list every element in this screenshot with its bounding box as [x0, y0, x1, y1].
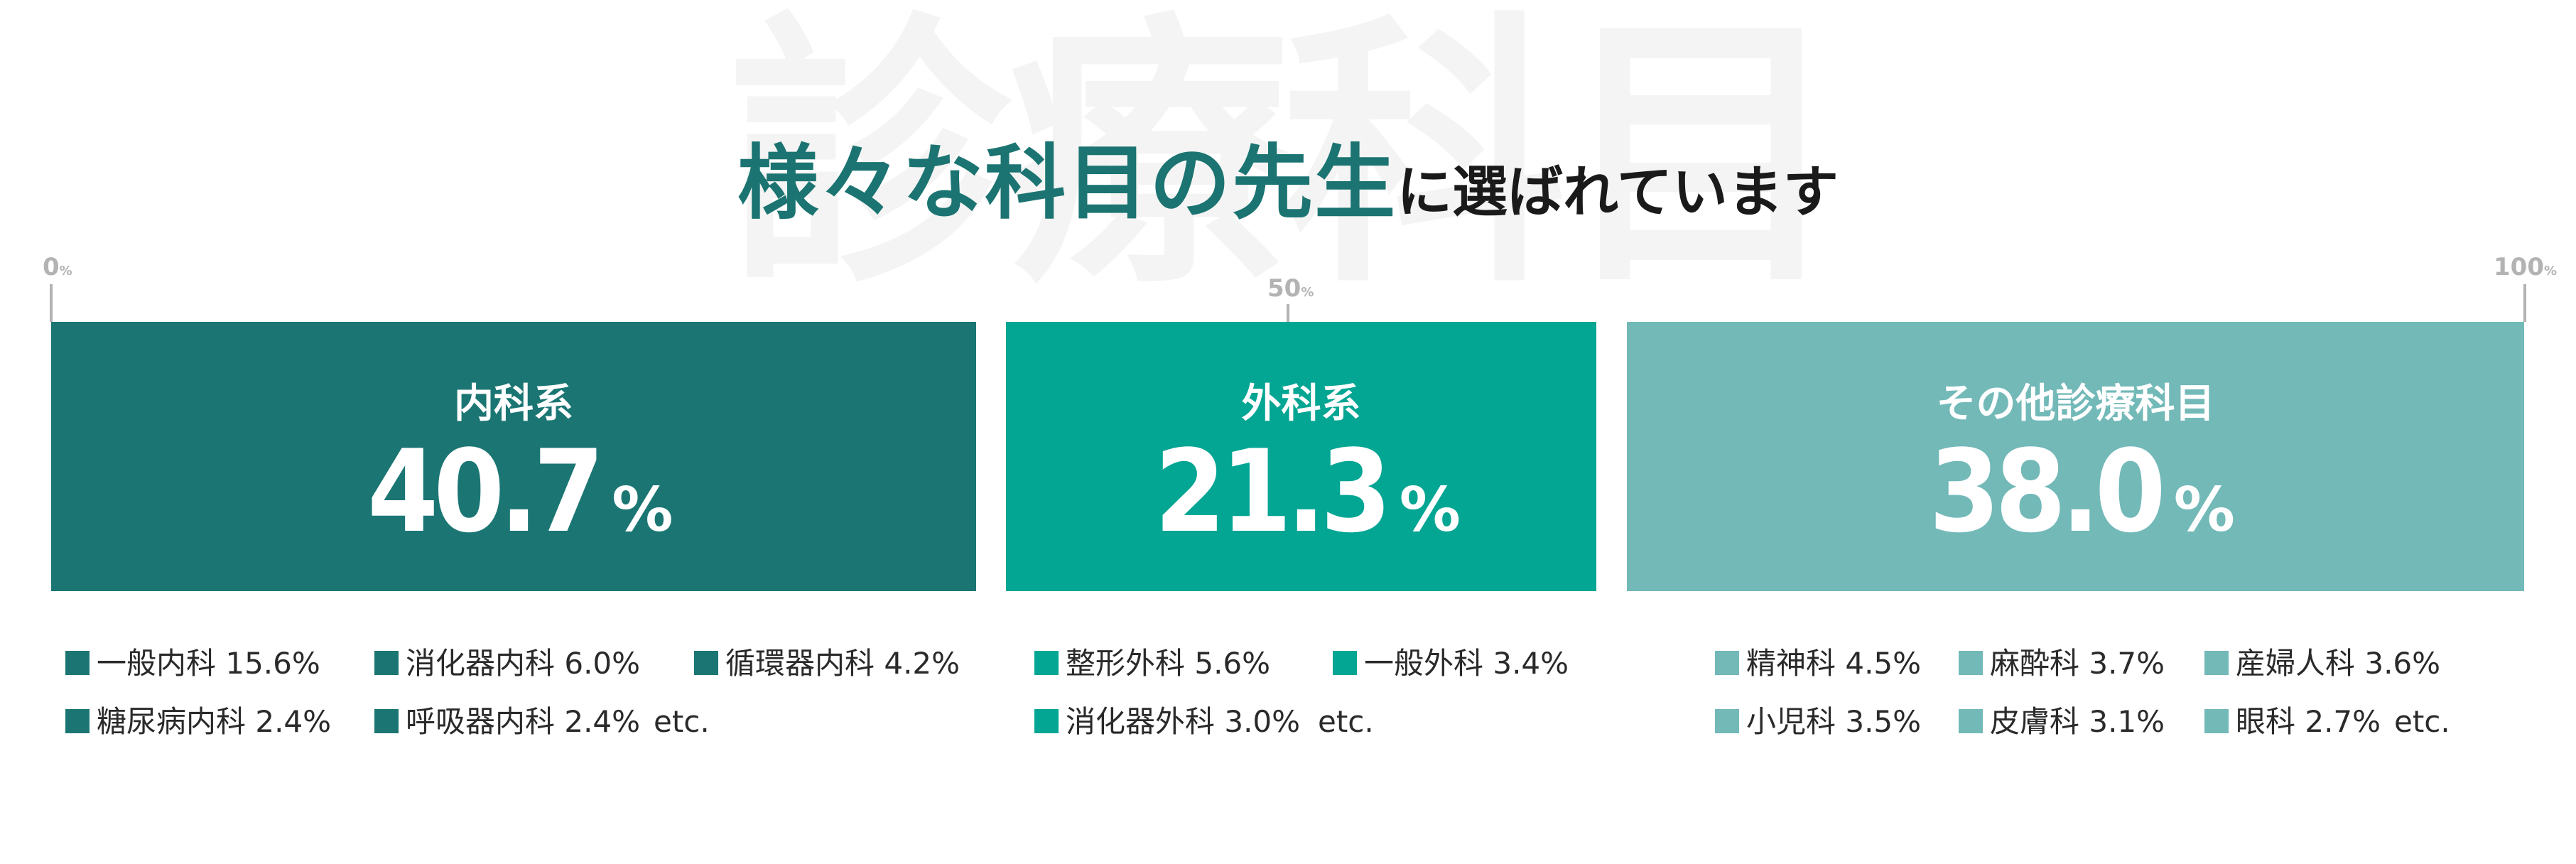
breakdown-etc: etc. — [2394, 704, 2450, 739]
legend-swatch — [1034, 651, 1059, 675]
bar-internal: 内科系 40.7% — [51, 322, 976, 591]
legend-swatch — [694, 651, 718, 675]
watermark-text: 診療科目 — [728, 0, 1844, 321]
legend-swatch — [65, 709, 90, 733]
legend-swatch — [1034, 709, 1059, 733]
bar-label-surgery: 外科系 — [1241, 381, 1361, 427]
title-accent: 様々な科目の先生 — [737, 136, 1397, 230]
axis-tick-line-0 — [50, 284, 53, 322]
axis-tick-50: 50% — [1267, 274, 1314, 303]
bar-label-internal: 内科系 — [454, 381, 573, 427]
legend-swatch — [2204, 651, 2229, 675]
legend-swatch — [1959, 651, 1983, 675]
legend-swatch — [374, 651, 399, 675]
page-title: 様々な科目の先生に選ばれています — [0, 117, 2576, 234]
legend-swatch — [1959, 709, 1983, 733]
axis-tick-0: 0% — [43, 253, 72, 281]
bar-other: その他診療科目 38.0% — [1627, 322, 2524, 591]
bar-value-internal: 40.7% — [367, 425, 673, 558]
axis-tick-line-100 — [2523, 284, 2526, 322]
legend-swatch — [374, 709, 399, 733]
legend-swatch — [1333, 651, 1357, 675]
breakdown-etc: etc. — [654, 704, 710, 739]
bar-value-other: 38.0% — [1929, 425, 2235, 558]
title-rest: に選ばれています — [1397, 161, 1839, 225]
legend-swatch — [2204, 709, 2229, 733]
legend-swatch — [1715, 709, 1739, 733]
axis-tick-100: 100% — [2494, 253, 2558, 281]
breakdown-etc: etc. — [1318, 704, 1374, 739]
legend-swatch — [1715, 651, 1739, 675]
bar-value-surgery: 21.3% — [1154, 425, 1461, 558]
legend-swatch — [65, 651, 90, 675]
axis-tick-line-50 — [1287, 304, 1289, 322]
bar-label-other: その他診療科目 — [1936, 381, 2215, 427]
bar-surgery: 外科系 21.3% — [1006, 322, 1596, 591]
